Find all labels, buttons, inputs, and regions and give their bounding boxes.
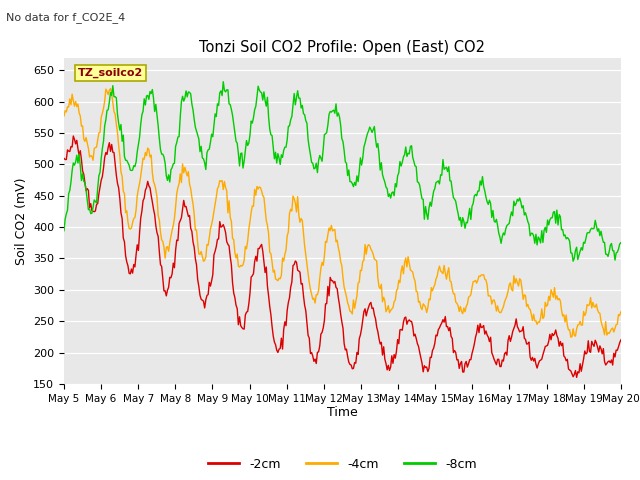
-4cm [373,258,381,264]
Legend: -2cm, -4cm, -8cm: -2cm, -4cm, -8cm [204,453,481,476]
-8cm [234,151,242,156]
-4cm [568,334,576,339]
-8cm [399,154,407,160]
-2cm [617,337,625,343]
Line: -8cm: -8cm [64,82,621,261]
Text: TZ_soilco2: TZ_soilco2 [78,68,143,78]
-8cm [570,258,577,264]
-2cm [567,368,575,374]
X-axis label: Time: Time [327,407,358,420]
-8cm [617,240,625,246]
Line: -2cm: -2cm [64,136,621,377]
-4cm [567,334,575,340]
-4cm [470,278,478,284]
Line: -4cm: -4cm [64,89,621,337]
-4cm [617,309,625,315]
-2cm [60,156,68,161]
-2cm [399,319,407,325]
-8cm [567,250,575,256]
-4cm [234,263,242,269]
-2cm [373,324,381,330]
Y-axis label: Soil CO2 (mV): Soil CO2 (mV) [15,177,28,264]
-8cm [373,144,381,150]
-8cm [60,228,68,234]
-4cm [107,86,115,92]
-2cm [296,269,304,275]
-2cm [234,322,242,328]
-2cm [573,374,580,380]
Text: No data for f_CO2E_4: No data for f_CO2E_4 [6,12,125,23]
Title: Tonzi Soil CO2 Profile: Open (East) CO2: Tonzi Soil CO2 Profile: Open (East) CO2 [200,40,485,55]
-8cm [470,193,478,199]
-2cm [70,133,77,139]
-8cm [220,79,227,84]
-4cm [296,219,304,225]
-4cm [399,271,407,276]
-8cm [296,95,304,101]
-2cm [470,341,478,347]
-4cm [60,113,68,119]
